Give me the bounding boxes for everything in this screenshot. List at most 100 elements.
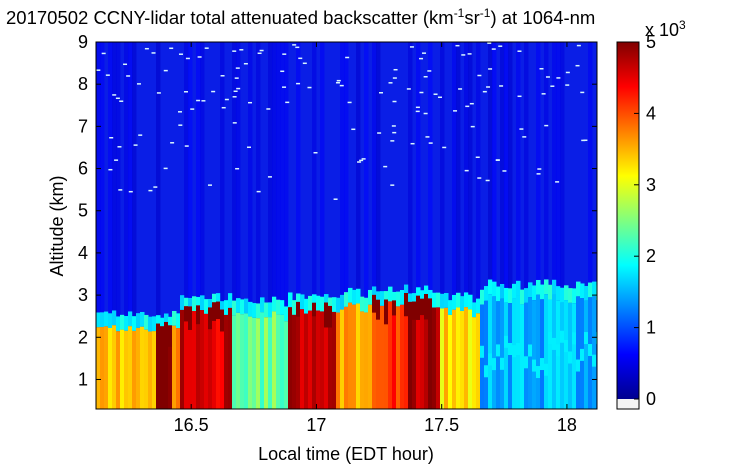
- heatmap-cell: [452, 309, 457, 409]
- heatmap-cell: [468, 42, 473, 295]
- heatmap-cell: [416, 42, 421, 288]
- heatmap-cell: [540, 358, 545, 371]
- heatmap-cell: [324, 302, 329, 328]
- heatmap-cell: [112, 325, 117, 409]
- noise-speckle: [419, 57, 424, 60]
- heatmap-cell: [96, 312, 101, 328]
- heatmap-cell: [376, 291, 381, 307]
- heatmap-cell: [140, 326, 145, 409]
- heatmap-cell: [520, 304, 525, 409]
- heatmap-cell: [224, 314, 229, 409]
- heatmap-cell: [460, 310, 465, 409]
- heatmap-cell: [440, 293, 445, 309]
- noise-speckle: [163, 167, 168, 170]
- y-tick-label: 1: [78, 369, 88, 389]
- heatmap-cell: [552, 294, 557, 409]
- heatmap-cell: [500, 42, 505, 284]
- noise-speckle: [351, 128, 356, 131]
- noise-speckle: [232, 50, 237, 52]
- heatmap-cell: [196, 42, 201, 297]
- heatmap-cell: [500, 298, 505, 409]
- heatmap-cell: [340, 309, 345, 409]
- plot-area: [95, 41, 598, 410]
- heatmap-cell: [268, 42, 273, 303]
- heatmap-cell: [168, 325, 173, 347]
- noise-speckle: [339, 84, 344, 87]
- noise-speckle: [123, 63, 128, 66]
- noise-speckle: [109, 137, 114, 139]
- heatmap-cell: [428, 298, 433, 324]
- heatmap-cell: [164, 328, 169, 409]
- heatmap-cell: [544, 42, 549, 280]
- heatmap-cell: [340, 42, 345, 295]
- heatmap-cell: [184, 297, 189, 313]
- heatmap-cell: [572, 303, 577, 409]
- heatmap-cell: [144, 329, 149, 409]
- noise-speckle: [415, 110, 420, 113]
- heatmap-cell: [368, 289, 373, 305]
- heatmap-cell: [300, 294, 305, 310]
- noise-speckle: [410, 142, 415, 145]
- heatmap-cell: [312, 309, 317, 409]
- heatmap-cell: [444, 293, 449, 308]
- heatmap-cell: [556, 42, 561, 287]
- noise-speckle: [185, 57, 190, 60]
- heatmap-cell: [524, 302, 529, 409]
- noise-speckle: [539, 68, 544, 70]
- noise-speckle: [409, 46, 414, 48]
- heatmap-cell: [412, 307, 417, 409]
- heatmap-cell: [160, 317, 165, 333]
- heatmap-cell: [376, 42, 381, 292]
- heatmap-cell: [296, 308, 301, 409]
- heatmap-cell: [536, 366, 541, 379]
- noise-speckle: [458, 88, 463, 90]
- heatmap-cell: [220, 315, 225, 409]
- heatmap-cell: [320, 296, 325, 312]
- noise-speckle: [583, 139, 588, 142]
- y-axis-label: Altitude (km): [47, 175, 67, 276]
- noise-speckle: [517, 50, 522, 52]
- heatmap-cell: [120, 314, 125, 330]
- noise-speckle: [117, 146, 122, 148]
- heatmap-cell: [240, 299, 245, 315]
- heatmap-cell: [196, 311, 201, 409]
- heatmap-cell: [400, 304, 405, 409]
- heatmap-cell: [220, 42, 225, 302]
- heatmap-cell: [508, 303, 513, 409]
- heatmap-cell: [540, 284, 545, 300]
- noise-speckle: [423, 112, 428, 115]
- heatmap-cell: [160, 332, 165, 409]
- noise-speckle: [280, 70, 285, 73]
- noise-speckle: [519, 128, 524, 130]
- heatmap-cell: [256, 318, 261, 409]
- heatmap-cell: [228, 293, 233, 308]
- noise-speckle: [453, 110, 458, 112]
- noise-speckle: [232, 96, 237, 98]
- heatmap-cell: [276, 299, 281, 315]
- heatmap-cell: [392, 300, 397, 316]
- heatmap-cell: [468, 294, 473, 310]
- heatmap-cell: [536, 294, 541, 409]
- heatmap-cell: [392, 306, 397, 409]
- heatmap-cell: [364, 297, 369, 313]
- noise-speckle: [282, 53, 287, 55]
- heatmap-cell: [476, 42, 481, 299]
- heatmap-cell: [272, 296, 277, 312]
- heatmap-cell: [284, 321, 289, 409]
- heatmap-cell: [212, 293, 217, 309]
- colorbar-tick-label: 2: [646, 246, 656, 266]
- heatmap-cell: [500, 357, 505, 370]
- heatmap-cell: [112, 310, 117, 326]
- noise-speckle: [345, 56, 350, 59]
- heatmap-cell: [428, 42, 433, 290]
- heatmap-cell: [340, 294, 345, 310]
- heatmap-cell: [168, 331, 173, 409]
- heatmap-cell: [456, 42, 461, 293]
- heatmap-cell: [328, 305, 333, 328]
- noise-speckle: [224, 98, 229, 101]
- heatmap-cell: [408, 42, 413, 294]
- noise-speckle: [491, 48, 496, 50]
- heatmap-cell: [164, 313, 169, 329]
- noise-speckle: [522, 136, 527, 138]
- heatmap-cell: [188, 297, 193, 313]
